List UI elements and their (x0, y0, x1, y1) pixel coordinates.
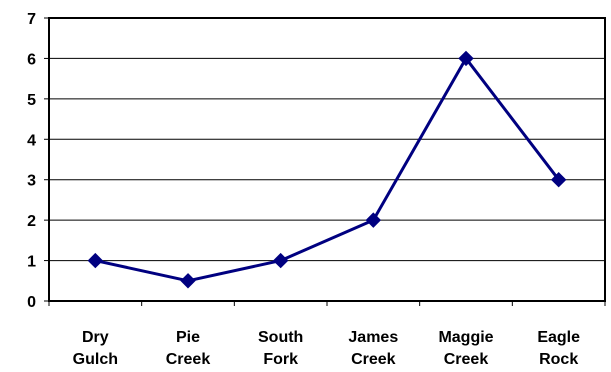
series-line (95, 56, 560, 283)
x-tick-label: Maggie Creek (438, 329, 493, 368)
x-tick-label: Eagle Rock (537, 329, 580, 368)
series (87, 50, 567, 289)
x-tick-label: South Fork (258, 329, 303, 368)
y-tick-label: 7 (27, 11, 36, 28)
y-tick-label: 5 (27, 92, 36, 109)
y-tick-label: 4 (27, 132, 36, 149)
y-tick-labels: 0 1 2 3 4 5 6 7 (27, 11, 36, 311)
x-tick-label: Dry Gulch (73, 329, 118, 368)
axes (44, 17, 606, 306)
x-tick-label: Pie Creek (166, 329, 211, 368)
data-point (272, 252, 289, 269)
data-point (550, 172, 567, 188)
data-point (180, 273, 196, 289)
data-point (365, 212, 382, 228)
y-tick-label: 3 (27, 173, 36, 190)
x-tick-labels: Dry Gulch Pie Creek South Fork James Creek Maggi… (73, 329, 580, 368)
data-point (458, 50, 474, 67)
x-tick-label: James Creek (348, 329, 398, 368)
y-tick-label: 0 (27, 294, 36, 311)
gridlines (49, 57, 605, 262)
data-point (87, 252, 104, 269)
y-tick-label: 6 (27, 51, 36, 68)
y-tick-label: 2 (27, 213, 36, 230)
y-tick-label: 1 (27, 254, 36, 271)
